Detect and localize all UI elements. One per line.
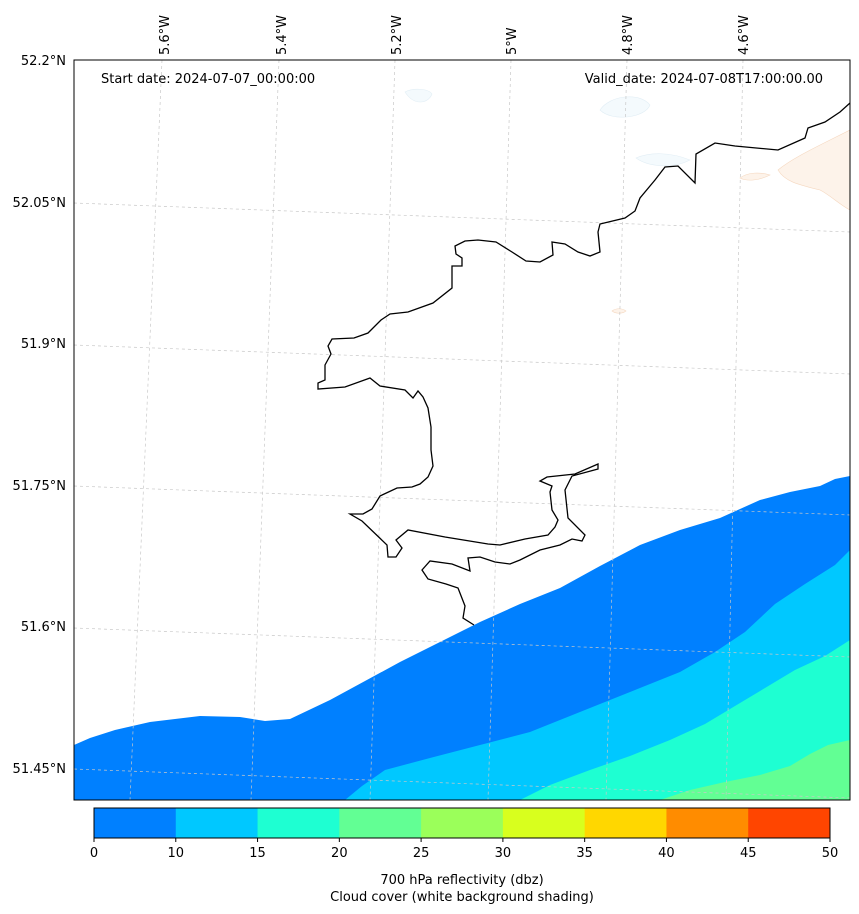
colorbar-segment xyxy=(666,808,749,838)
lat-label: 52.2°N xyxy=(21,54,66,69)
latitude-labels: 52.2°N 52.05°N 51.9°N 51.75°N 51.6°N 51.… xyxy=(13,54,66,777)
lon-label: 5.2°W xyxy=(390,15,405,55)
colorbar-tick-label: 50 xyxy=(822,846,839,861)
colorbar-tick-label: 15 xyxy=(249,846,266,861)
reflectivity-band-15-20 xyxy=(520,640,850,800)
cloud-shading xyxy=(404,88,433,103)
colorbar-tick-label: 35 xyxy=(576,846,593,861)
colorbar-tick-label: 40 xyxy=(658,846,675,861)
cloud-shading xyxy=(635,153,691,167)
colorbar-segment xyxy=(94,808,177,838)
lon-label: 4.8°W xyxy=(621,15,636,55)
cloud-shading xyxy=(611,308,627,314)
colorbar: 0 10 15 20 25 30 35 40 45 50 xyxy=(90,807,839,861)
cloud-shading xyxy=(599,96,651,118)
cloud-shading xyxy=(739,172,771,181)
colorbar-tick-label: 30 xyxy=(495,846,512,861)
reflectivity-band-20-25 xyxy=(660,740,850,800)
cloud-shading xyxy=(777,129,850,211)
colorbar-label: 700 hPa reflectivity (dbz) xyxy=(380,873,543,888)
coastline xyxy=(317,102,850,626)
colorbar-frame xyxy=(93,807,831,839)
colorbar-segment xyxy=(584,808,667,838)
colorbar-segment xyxy=(421,808,504,838)
colorbar-segment xyxy=(502,808,586,838)
map-frame xyxy=(73,59,851,801)
lat-label: 51.75°N xyxy=(13,479,66,494)
colorbar-sublabel: Cloud cover (white background shading) xyxy=(330,890,594,905)
colorbar-tick-label: 45 xyxy=(740,846,757,861)
lon-label: 5.4°W xyxy=(275,15,290,55)
colorbar-tick-label: 20 xyxy=(331,846,348,861)
lat-label: 51.45°N xyxy=(13,762,66,777)
lon-label: 5.6°W xyxy=(158,15,173,55)
colorbar-segment xyxy=(748,808,831,838)
colorbar-segment xyxy=(339,808,422,838)
lon-label: 4.6°W xyxy=(737,15,752,55)
colorbar-tick-label: 10 xyxy=(168,846,185,861)
lon-label: 5°W xyxy=(505,27,520,55)
colorbar-segment xyxy=(175,808,259,838)
lat-label: 51.9°N xyxy=(21,337,66,352)
map-content xyxy=(74,60,850,800)
lat-label: 51.6°N xyxy=(21,620,66,635)
valid-date-label: Valid_date: 2024-07-08T17:00:00.00 xyxy=(585,72,823,87)
lat-label: 52.05°N xyxy=(13,196,66,211)
colorbar-tick-label: 25 xyxy=(413,846,430,861)
colorbar-tick-label: 0 xyxy=(90,846,98,861)
colorbar-segment xyxy=(257,808,340,838)
longitude-labels: 5.6°W 5.4°W 5.2°W 5°W 4.8°W 4.6°W xyxy=(158,15,752,55)
start-date-label: Start date: 2024-07-07_00:00:00 xyxy=(101,72,315,87)
